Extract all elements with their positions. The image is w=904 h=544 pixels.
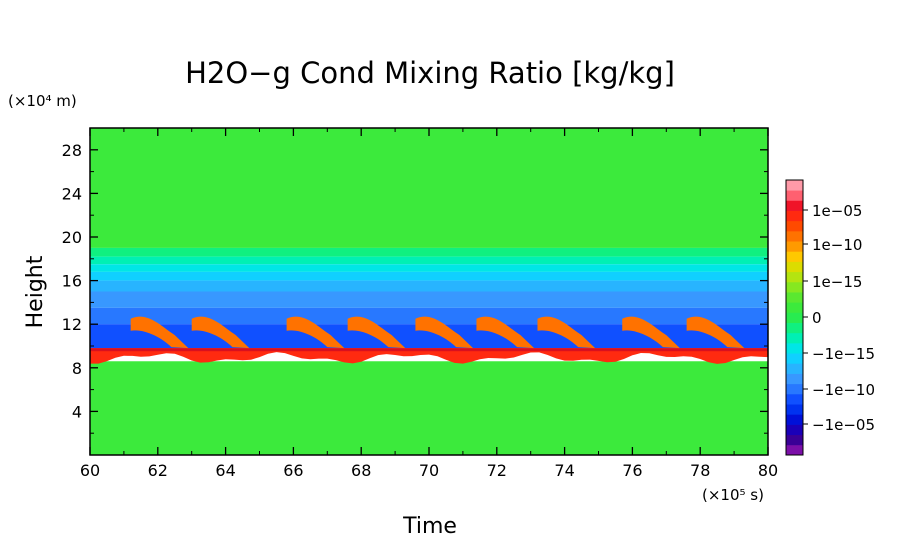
colorbar-swatch-18: [786, 261, 803, 273]
x-tick-label-1: 62: [148, 461, 168, 480]
plume-5: [476, 316, 535, 349]
x-tick-label-4: 68: [351, 461, 371, 480]
heatmap-band-1: [90, 128, 768, 248]
colorbar-swatch-21: [786, 230, 803, 242]
colorbar-swatch-25: [786, 190, 803, 201]
colorbar-label-4: −1e−15: [812, 345, 875, 363]
x-tick-label-0: 60: [80, 461, 100, 480]
heatmap-band-7: [90, 291, 768, 308]
chart-title: H2O−g Cond Mixing Ratio [kg/kg]: [185, 56, 675, 90]
colorbar-label-0: 1e−05: [812, 202, 862, 220]
colorbar-swatch-4: [786, 404, 803, 415]
x-tick-label-10: 80: [758, 461, 778, 480]
heatmap-band-5: [90, 271, 768, 281]
y-unit-label: (×10⁴ m): [8, 92, 77, 110]
colorbar: 1e−05 1e−10 1e−15 0 −1e−15 −1e−10 −1e−05: [785, 179, 875, 456]
plume-4: [415, 316, 474, 349]
x-tick-label-7: 74: [554, 461, 574, 480]
x-tick-label-9: 78: [690, 461, 710, 480]
y-tick-label-4: 20: [62, 228, 82, 247]
plume-1: [191, 316, 250, 349]
x-axis-label: Time: [402, 514, 457, 539]
y-tick-label-2: 12: [62, 315, 82, 334]
colorbar-swatch-17: [786, 271, 803, 283]
y-tick-label-0: 4: [72, 402, 82, 421]
y-tick-label-6: 28: [62, 141, 82, 160]
heatmap-band-4: [90, 264, 768, 272]
x-tick-label-5: 70: [419, 461, 439, 480]
heatmap-band-2: [90, 247, 768, 257]
colorbar-swatch-2: [786, 424, 803, 436]
colorbar-swatch-1: [786, 434, 803, 446]
colorbar-swatch-24: [786, 200, 803, 211]
heatmap-band-8: [90, 307, 768, 325]
colorbar-label-6: −1e−05: [812, 416, 875, 434]
y-tick-label-3: 16: [62, 272, 82, 291]
x-tick-label-3: 66: [283, 461, 303, 480]
colorbar-swatch-9: [786, 353, 803, 364]
plume-3: [347, 316, 406, 349]
y-tick-label-1: 8: [72, 359, 82, 378]
plume-8: [686, 316, 745, 349]
plume-2: [286, 316, 345, 349]
x-tick-label-2: 64: [215, 461, 235, 480]
colorbar-swatch-7: [786, 373, 803, 385]
colorbar-swatch-26: [786, 180, 803, 191]
colorbar-swatch-23: [786, 210, 803, 222]
x-unit-label: (×10⁵ s): [702, 486, 764, 504]
colorbar-label-1: 1e−10: [812, 236, 862, 254]
colorbar-swatch-12: [786, 322, 803, 334]
colorbar-swatch-5: [786, 393, 803, 405]
colorbar-swatch-3: [786, 414, 803, 425]
colorbar-swatch-13: [786, 312, 803, 323]
colorbar-label-2: 1e−15: [812, 273, 862, 291]
heatmap-band-9: [90, 324, 768, 349]
colorbar-swatch-11: [786, 332, 803, 344]
colorbar-swatch-15: [786, 292, 803, 303]
condensate-layer-core: [90, 348, 768, 352]
colorbar-swatch-14: [786, 302, 803, 313]
y-axis-label: Height: [23, 255, 48, 328]
colorbar-swatch-16: [786, 281, 803, 293]
x-tick-label-8: 76: [622, 461, 642, 480]
x-axis: 60 62 64 66 68 70 72 74 76 78 80: [80, 128, 778, 480]
colorbar-swatch-10: [786, 342, 803, 354]
colorbar-swatch-22: [786, 220, 803, 232]
y-tick-label-5: 24: [62, 184, 82, 203]
colorbar-label-3: 0: [812, 309, 822, 327]
plume-7: [622, 316, 680, 349]
heatmap-band-3: [90, 256, 768, 265]
colorbar-swatch-6: [786, 383, 803, 395]
colorbar-swatch-19: [786, 251, 803, 262]
plot-area: [89, 127, 769, 456]
heatmap-band-0: [90, 361, 768, 455]
colorbar-swatch-20: [786, 241, 803, 252]
colorbar-label-5: −1e−10: [812, 381, 875, 399]
plume-6: [537, 316, 596, 349]
y-axis: 4 8 12 16 20 24 28: [62, 141, 768, 434]
condensate-layer: [90, 348, 768, 364]
x-tick-label-6: 72: [487, 461, 507, 480]
heatmap-band-6: [90, 280, 768, 292]
plume-0: [130, 316, 189, 349]
colorbar-swatch-8: [786, 363, 803, 374]
colorbar-swatch-0: [786, 444, 803, 456]
